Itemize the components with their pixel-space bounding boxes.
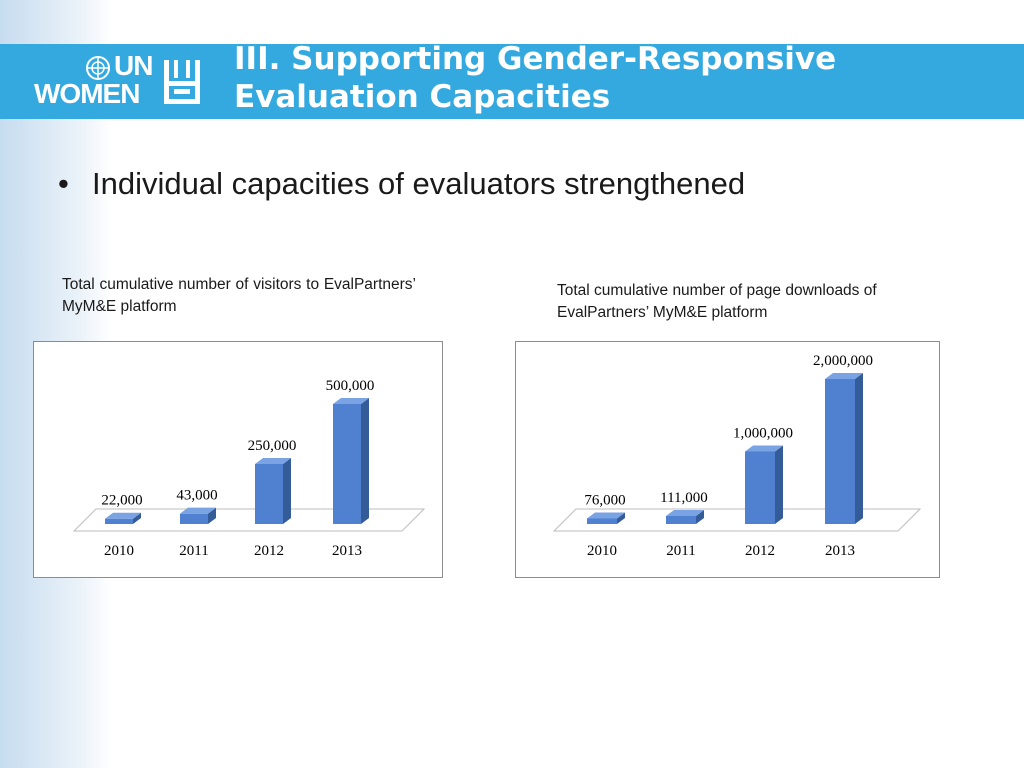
bar-side [855, 373, 863, 524]
bar-side [696, 509, 704, 524]
bar-side [208, 507, 216, 524]
downloads-chart-svg: 76,000 2010 111,000 2011 1,000,000 2012 2,000,… [552, 353, 922, 559]
bar-top [105, 512, 141, 519]
bar-2011 [180, 507, 216, 524]
bar-2010 [105, 512, 141, 524]
x-tick-label: 2011 [179, 543, 208, 559]
bar-2012 [255, 458, 291, 524]
x-tick-label: 2010 [587, 543, 617, 559]
bar-2013 [333, 398, 369, 524]
logo-text-un: UN [114, 50, 153, 81]
bar-2012 [745, 445, 783, 524]
bar-front [180, 513, 208, 524]
bar-2013 [825, 373, 863, 524]
bar-side [361, 398, 369, 524]
logo-text-women: WOMEN [34, 78, 140, 109]
women-symbol-icon [164, 60, 200, 104]
bar-front [333, 404, 361, 524]
visitors-chart-svg: 22,000 2010 43,000 2011 250,000 2012 500,000 20… [72, 378, 426, 559]
bar-2010 [587, 512, 625, 524]
bar-front [825, 379, 855, 524]
data-label: 2,000,000 [813, 353, 873, 369]
slide-title: III. Supporting Gender-Responsive Evalua… [234, 44, 837, 115]
bar-front [105, 518, 133, 524]
x-tick-label: 2011 [666, 543, 695, 559]
bar-top [745, 445, 783, 452]
bar-front [587, 518, 617, 524]
un-women-logo: UN WOMEN [0, 44, 220, 119]
bar-top [825, 373, 863, 379]
data-label: 250,000 [248, 438, 297, 454]
bar-side [283, 458, 291, 524]
visitors-chart-caption: Total cumulative number of visitors to E… [62, 276, 416, 315]
data-label: 111,000 [660, 490, 708, 506]
header-band: UN WOMEN III. Supporting Gender-Responsi… [0, 44, 1024, 119]
bar-2011 [666, 509, 704, 524]
x-tick-label: 2012 [745, 543, 775, 559]
un-emblem-icon [86, 56, 110, 80]
data-label: 43,000 [176, 488, 217, 504]
bar-front [666, 515, 696, 524]
bar-front [255, 464, 283, 524]
data-label: 500,000 [326, 378, 375, 394]
bar-side [775, 445, 783, 524]
bar-side [133, 512, 141, 524]
data-label: 22,000 [101, 493, 142, 509]
bar-side [617, 512, 625, 524]
bullet-text: Individual capacities of evaluators stre… [92, 166, 746, 201]
bar-top [587, 512, 625, 519]
bar-top [666, 509, 704, 516]
downloads-chart-caption: Total cumulative number of page download… [557, 282, 877, 321]
x-tick-label: 2012 [254, 543, 284, 559]
x-tick-label: 2013 [825, 543, 855, 559]
data-label: 1,000,000 [733, 426, 793, 442]
bar-top [180, 507, 216, 514]
visitors-chart: 22,000 2010 43,000 2011 250,000 2012 500,000 20… [33, 341, 443, 578]
downloads-chart: 76,000 2010 111,000 2011 1,000,000 2012 2,000,… [515, 341, 940, 578]
bullet-item: • Individual capacities of evaluators str… [58, 166, 745, 202]
x-tick-label: 2010 [104, 543, 134, 559]
x-tick-label: 2013 [332, 543, 362, 559]
bar-front [745, 451, 775, 524]
bullet-marker: • [58, 166, 69, 201]
data-label: 76,000 [584, 492, 625, 508]
bar-top [333, 398, 369, 404]
bar-top [255, 458, 291, 464]
